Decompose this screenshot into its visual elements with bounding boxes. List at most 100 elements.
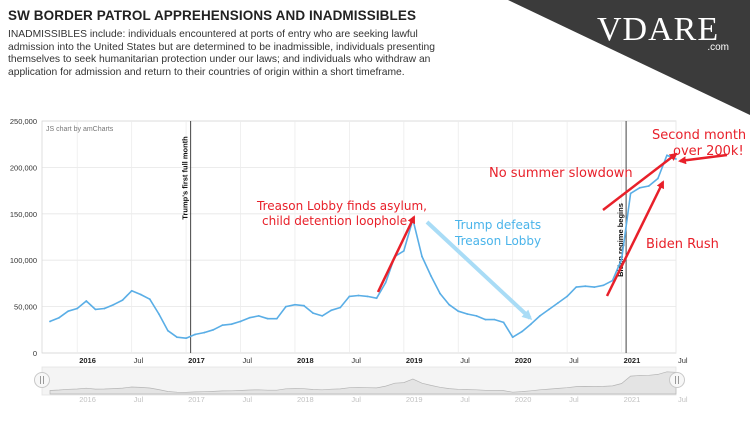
event-marker-label: Trump's first full month [181, 136, 190, 220]
logo-text: VDARE [597, 11, 720, 48]
data-point [294, 303, 296, 306]
data-point [49, 320, 51, 323]
page-title: SW BORDER PATROL APPREHENSIONS AND INADM… [8, 8, 417, 23]
data-point [221, 324, 224, 327]
data-point [67, 310, 70, 313]
scrollbar-label: Jul [678, 395, 688, 404]
data-point [148, 298, 151, 301]
data-point [157, 313, 160, 315]
x-tick-label: Jul [243, 356, 253, 365]
data-point [493, 318, 496, 321]
scrollbar-navigator[interactable]: 2016 Jul 2017 Jul 2018 Jul 2019 Jul 2020 Jul 2021 J… [34, 366, 688, 404]
data-point [656, 177, 659, 180]
x-tick-label: 2021 [624, 356, 641, 365]
annotation-second-1: Second month [652, 128, 746, 143]
scrollbar-label: 2019 [406, 395, 423, 404]
data-point [330, 309, 333, 312]
data-point [475, 314, 478, 317]
annotation-trump-2: Treason Lobby [454, 234, 541, 248]
scrollbar-labels: 2016 Jul 2017 Jul 2018 Jul 2019 Jul 2020 Jul 2021 J… [79, 395, 688, 404]
data-point [312, 312, 315, 314]
asylum-arrow [376, 215, 416, 293]
second-month-arrow [678, 153, 728, 165]
data-point [167, 329, 169, 332]
data-point [85, 300, 88, 302]
data-point [257, 314, 260, 317]
data-point [402, 250, 405, 252]
data-point [484, 318, 487, 321]
data-point [139, 293, 142, 296]
y-tick-label: 250,000 [10, 117, 37, 126]
data-point [602, 284, 605, 287]
data-point [348, 295, 351, 298]
x-tick-label: Jul [351, 356, 361, 365]
data-point [421, 255, 423, 258]
summer-arrow [602, 152, 678, 211]
x-tick-label: 2020 [515, 356, 532, 365]
x-axis: 2016 Jul 2017 Jul 2018 Jul 2019 Jul 2020 Jul 2021 J… [79, 356, 688, 365]
x-tick-label: Jul [134, 356, 144, 365]
data-point [584, 285, 587, 288]
series-line [49, 154, 677, 340]
data-point [230, 323, 233, 326]
x-tick-label: Jul [678, 356, 688, 365]
data-point [384, 281, 387, 284]
scrollbar-label: Jul [569, 395, 579, 404]
scrollbar-label: 2021 [624, 395, 641, 404]
data-point [548, 308, 550, 311]
data-point [203, 331, 206, 334]
data-point [58, 316, 60, 319]
x-tick-label: 2017 [188, 356, 205, 365]
data-point [121, 299, 124, 302]
annotation-trump-1: Trump defeats [454, 218, 541, 232]
x-tick-label: Jul [569, 356, 579, 365]
data-point [638, 186, 641, 189]
grid [41, 120, 677, 354]
biden-rush-arrow [605, 180, 665, 297]
data-point [439, 292, 442, 295]
data-point [366, 295, 369, 298]
data-point [212, 328, 215, 331]
y-tick-label: 50,000 [14, 303, 37, 312]
data-point [566, 295, 569, 298]
data-point [666, 154, 668, 157]
x-tick-label: 2019 [406, 356, 423, 365]
data-point [457, 310, 460, 313]
data-point [239, 320, 242, 323]
chart-description: INADMISSIBLES include: individuals encou… [8, 29, 435, 78]
data-point [620, 258, 623, 261]
data-point [176, 336, 178, 339]
data-point [266, 317, 269, 320]
annotation-asylum-2: child detention loophole [262, 214, 407, 228]
data-point [194, 333, 197, 336]
annotation-biden-rush: Biden Rush [646, 237, 719, 252]
data-point [357, 294, 360, 297]
chart-credit: JS chart by amCharts [46, 126, 114, 133]
plot-area [41, 120, 677, 354]
x-tick-label: 2018 [297, 356, 314, 365]
y-axis: 0 50,000 100,000 150,000 200,000 250,000 [10, 117, 37, 358]
scrollbar-label: Jul [351, 395, 361, 404]
data-point [275, 317, 278, 320]
data-point [575, 286, 578, 289]
logo-dotcom: .com [707, 42, 729, 53]
data-point [593, 286, 596, 289]
data-point [303, 304, 305, 307]
event-markers: Trump's first full month Biden regime beg… [181, 121, 627, 353]
data-point [339, 306, 342, 309]
series-layer [49, 154, 677, 340]
y-tick-label: 200,000 [10, 163, 37, 172]
data-point [448, 303, 451, 306]
y-tick-label: 100,000 [10, 256, 37, 265]
data-point [103, 307, 106, 310]
scrollbar-right-handle[interactable] [669, 372, 685, 388]
data-point [284, 305, 287, 308]
event-marker-label: Biden regime begins [616, 203, 625, 277]
x-tick-label: 2016 [79, 356, 96, 365]
data-point [430, 275, 432, 277]
vdare-logo[interactable]: VDARE .com [597, 11, 737, 54]
scrollbar-series [49, 371, 677, 395]
scrollbar-left-handle[interactable] [34, 372, 50, 388]
data-point [611, 279, 614, 282]
